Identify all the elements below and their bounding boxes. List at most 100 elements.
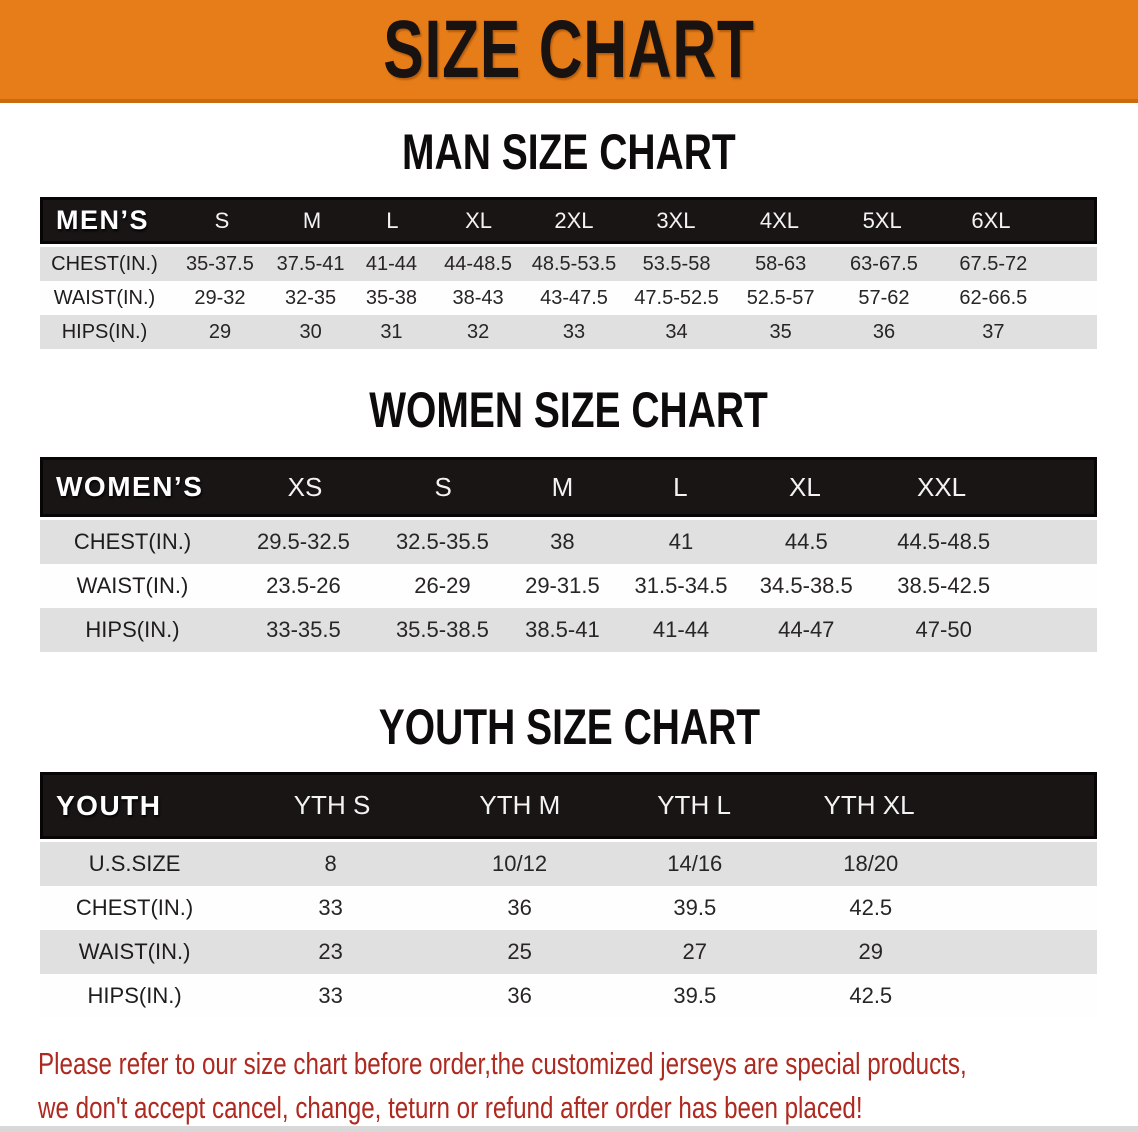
measurement-label: CHEST(IN.) — [75, 895, 194, 920]
measurement-value: 18/20 — [843, 851, 899, 876]
measurement-value: 44.5 — [784, 529, 828, 554]
measurement-value: 39.5 — [673, 983, 717, 1008]
measurement-row: WAIST(IN.) 23.5-26 26-29 29-31.5 31.5-34.5 34… — [40, 564, 1097, 608]
disclaimer-line-2: we don't accept cancel, change, teturn o… — [38, 1090, 863, 1125]
measurement-value: 37.5-41 — [276, 252, 345, 275]
measurement-value: 42.5 — [849, 983, 893, 1008]
measurement-value: 35-38 — [365, 286, 418, 309]
measurement-value: 36 — [507, 983, 532, 1008]
measurement-value: 34.5-38.5 — [759, 573, 853, 598]
measurement-value: 38-43 — [452, 286, 504, 309]
measurement-value: 29.5-32.5 — [256, 529, 350, 554]
mens-section-heading: MAN SIZE CHART — [0, 127, 1138, 177]
measurement-row: WAIST(IN.) 23 25 27 29 — [40, 930, 1097, 974]
table-group-label: YOUTH — [56, 789, 162, 821]
measurement-value: 57-62 — [858, 286, 910, 309]
womens-section-heading: WOMEN SIZE CHART — [0, 385, 1138, 435]
mens-size-table: MEN’S S M L XL 2XL 3XL 4XL 5XL 6XL CHEST(IN.) 35-37… — [40, 197, 1097, 349]
measurement-value: 34 — [665, 320, 688, 343]
measurement-value: 52.5-57 — [746, 286, 815, 309]
size-column-header: XL — [789, 471, 821, 502]
measurement-value: 32 — [466, 320, 490, 343]
measurement-value: 32-35 — [285, 286, 337, 309]
size-column-header: 3XL — [656, 207, 696, 233]
size-column-header: S — [214, 207, 230, 233]
measurement-value: 25 — [507, 939, 532, 964]
measurement-row: HIPS(IN.) 33-35.5 35.5-38.5 38.5-41 41-44 44-… — [40, 608, 1097, 652]
table-header-row: YOUTH YTH S YTH M YTH L YTH XL — [40, 772, 1097, 839]
measurement-value: 38.5-42.5 — [897, 573, 991, 598]
youth-size-section: YOUTH SIZE CHART YOUTH YTH S YTH M YTH L YTH… — [0, 702, 1138, 1018]
size-column-header: YTH S — [293, 790, 371, 820]
size-column-header: 6XL — [971, 207, 1011, 233]
youth-size-table: YOUTH YTH S YTH M YTH L YTH XL U.S.SIZE 8 10/12… — [40, 772, 1097, 1018]
table-header-row: MEN’S S M L XL 2XL 3XL 4XL 5XL 6XL — [40, 197, 1097, 244]
measurement-value: 31.5-34.5 — [634, 573, 728, 598]
measurement-value: 14/16 — [667, 851, 723, 876]
measurement-value: 53.5-58 — [642, 252, 711, 275]
measurement-label: U.S.SIZE — [88, 851, 181, 876]
measurement-label: HIPS(IN.) — [87, 983, 182, 1008]
measurement-value: 44-48.5 — [444, 252, 513, 275]
measurement-value: 8 — [324, 851, 337, 876]
measurement-value: 38.5-41 — [525, 617, 600, 642]
measurement-value: 37 — [982, 320, 1005, 343]
measurement-value: 47-50 — [915, 617, 972, 642]
measurement-value: 41-44 — [365, 252, 418, 275]
order-disclaimer: Please refer to our size chart before or… — [38, 1042, 1138, 1130]
table-group-label: MEN’S — [56, 205, 150, 235]
banner-title: SIZE CHART — [383, 3, 755, 95]
size-chart-banner: SIZE CHART — [0, 0, 1138, 103]
measurement-value: 35 — [769, 320, 792, 343]
measurement-value: 44-47 — [778, 617, 835, 642]
mens-size-section: MAN SIZE CHART MEN’S S M L XL 2XL 3XL 4XL 5XL 6XL… — [0, 127, 1138, 349]
measurement-value: 42.5 — [849, 895, 893, 920]
measurement-label: WAIST(IN.) — [53, 286, 156, 309]
measurement-row: HIPS(IN.) 29 30 31 32 33 34 35 36 37 — [40, 315, 1097, 349]
measurement-value: 58-63 — [755, 252, 807, 275]
measurement-row: HIPS(IN.) 33 36 39.5 42.5 — [40, 974, 1097, 1018]
size-column-header: XL — [465, 207, 493, 233]
size-column-header: YTH L — [657, 790, 731, 820]
measurement-value: 43-47.5 — [540, 286, 608, 309]
measurement-value: 41 — [668, 529, 694, 554]
measurement-value: 39.5 — [673, 895, 717, 920]
size-column-header: YTH XL — [823, 790, 915, 820]
measurement-value: 38 — [550, 529, 575, 554]
measurement-value: 35-37.5 — [186, 252, 254, 275]
measurement-value: 31 — [380, 320, 403, 343]
measurement-row: WAIST(IN.) 29-32 32-35 35-38 38-43 43-47.5 47.… — [40, 281, 1097, 315]
measurement-label: WAIST(IN.) — [78, 939, 191, 964]
measurement-value: 41-44 — [652, 617, 710, 642]
measurement-value: 44.5-48.5 — [897, 529, 991, 554]
size-column-header: M — [551, 471, 574, 502]
measurement-label: HIPS(IN.) — [61, 320, 148, 343]
measurement-value: 33-35.5 — [266, 617, 341, 642]
measurement-value: 30 — [299, 320, 322, 343]
measurement-row: U.S.SIZE 8 10/12 14/16 18/20 — [40, 842, 1097, 886]
size-column-header: 2XL — [554, 207, 594, 233]
measurement-value: 26-29 — [414, 573, 471, 598]
size-column-header: M — [302, 207, 322, 233]
youth-section-heading: YOUTH SIZE CHART — [0, 702, 1138, 752]
measurement-value: 27 — [682, 939, 708, 964]
measurement-value: 36 — [872, 320, 896, 343]
bottom-edge-strip — [0, 1126, 1138, 1132]
measurement-value: 29 — [858, 939, 883, 964]
mens-section-heading-text: MAN SIZE CHART — [402, 124, 736, 180]
size-column-header: 4XL — [759, 207, 799, 233]
womens-section-heading-text: WOMEN SIZE CHART — [369, 382, 769, 438]
measurement-value: 67.5-72 — [959, 252, 1028, 275]
measurement-value: 33 — [318, 895, 343, 920]
size-column-header: L — [386, 207, 399, 233]
measurement-value: 35.5-38.5 — [395, 617, 489, 642]
measurement-label: HIPS(IN.) — [85, 617, 180, 642]
size-column-header: XS — [287, 471, 323, 502]
measurement-value: 32.5-35.5 — [395, 529, 489, 554]
measurement-row: CHEST(IN.) 29.5-32.5 32.5-35.5 38 41 44.5 44.5… — [40, 520, 1097, 564]
youth-section-heading-text: YOUTH SIZE CHART — [378, 699, 760, 755]
measurement-value: 33 — [562, 320, 586, 343]
size-column-header: YTH M — [479, 790, 561, 820]
table-header-row: WOMEN’S XS S M L XL XXL — [40, 457, 1097, 517]
measurement-value: 10/12 — [492, 851, 548, 876]
